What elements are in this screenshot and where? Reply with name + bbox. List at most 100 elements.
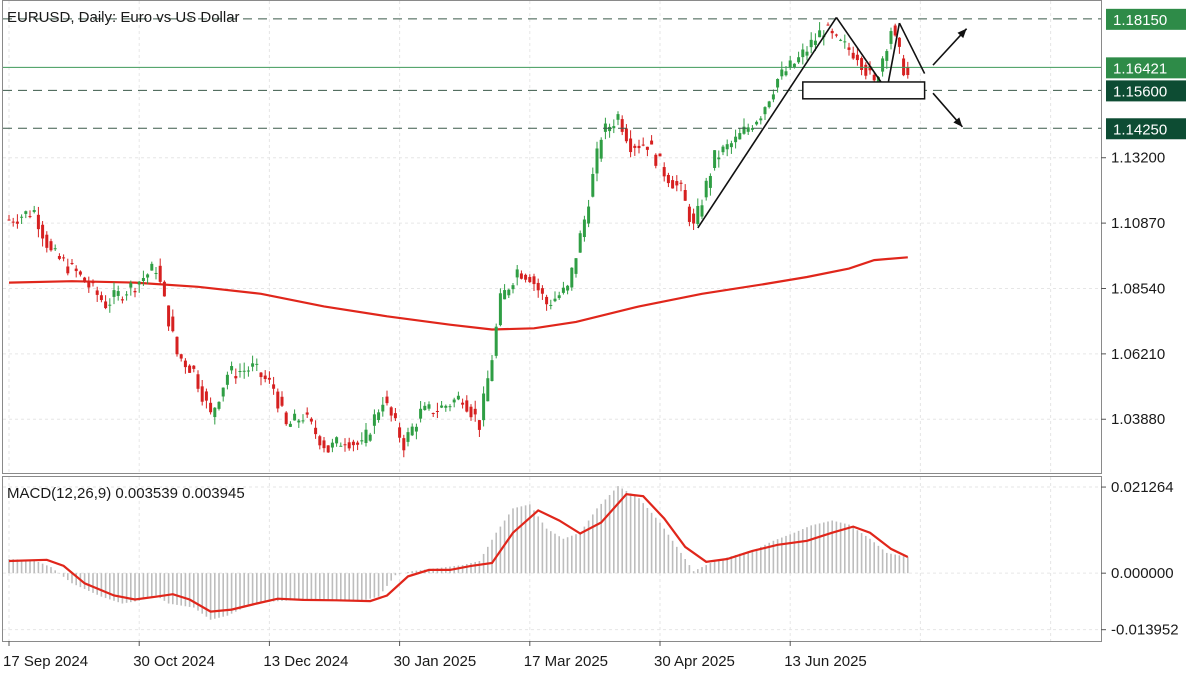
- candle-body: [95, 290, 99, 295]
- candle-body: [683, 190, 687, 201]
- candle-body: [465, 400, 469, 412]
- candle-body: [49, 241, 53, 251]
- candle-body: [545, 296, 549, 305]
- candle-body: [167, 305, 171, 327]
- candle-body: [864, 64, 868, 76]
- candle-body: [314, 427, 318, 435]
- candle-body: [742, 126, 746, 134]
- candle-body: [41, 224, 45, 239]
- candle-body: [620, 119, 624, 132]
- candle-body: [855, 54, 859, 61]
- candle-body: [192, 365, 196, 369]
- candle-body: [83, 277, 87, 283]
- candle-body: [389, 407, 393, 416]
- candle-body: [532, 276, 536, 285]
- candle-body: [645, 146, 649, 150]
- candle-body: [272, 384, 276, 389]
- candle-body: [725, 144, 729, 150]
- candle-body: [599, 139, 603, 159]
- candle-body: [784, 71, 788, 76]
- candle-body: [133, 290, 137, 293]
- candle-body: [322, 440, 326, 449]
- candle-body: [746, 127, 750, 132]
- candle-body: [906, 67, 910, 76]
- candle-body: [675, 181, 679, 186]
- candle-body: [662, 167, 666, 177]
- candle-body: [234, 376, 238, 379]
- candle-body: [238, 371, 242, 373]
- candle-body: [830, 30, 834, 34]
- candle-body: [498, 293, 502, 326]
- price-tick-label: 1.03880: [1111, 411, 1165, 428]
- candle-body: [297, 420, 301, 423]
- candle-body: [482, 393, 486, 421]
- symbol-label: EURUSD, Daily: Euro vs US Dollar: [7, 9, 240, 26]
- level-tag-label: 1.15600: [1113, 83, 1167, 100]
- candle-body: [616, 114, 620, 120]
- candle-body: [204, 391, 208, 401]
- candle-body: [66, 266, 70, 274]
- candle-body: [637, 145, 641, 149]
- candle-body: [410, 426, 414, 436]
- candle-body: [221, 387, 225, 397]
- candle-body: [242, 370, 246, 372]
- candle-body: [326, 445, 330, 453]
- candles: [7, 22, 910, 458]
- level-tag: [1106, 57, 1186, 79]
- candle-body: [641, 144, 645, 146]
- candle-body: [881, 58, 885, 72]
- candle-body: [486, 378, 490, 402]
- candle-body: [364, 429, 368, 443]
- candle-body: [347, 442, 351, 449]
- candle-body: [700, 205, 704, 217]
- candle-body: [738, 133, 742, 140]
- pattern-line: [898, 22, 926, 74]
- candle-body: [612, 126, 616, 129]
- candle-body: [154, 272, 158, 274]
- candle-body: [503, 290, 507, 300]
- candle-body: [536, 282, 540, 291]
- candle-body: [263, 375, 267, 380]
- candle-body: [62, 257, 66, 259]
- candle-body: [692, 213, 696, 224]
- time-tick-label: 13 Dec 2024: [263, 653, 348, 670]
- pattern-line: [886, 22, 901, 91]
- candle-body: [246, 370, 250, 372]
- candle-body: [809, 39, 813, 48]
- price-tick-label: 1.06210: [1111, 346, 1165, 363]
- candle-body: [582, 219, 586, 238]
- candle-body: [792, 63, 796, 68]
- candle-body: [28, 216, 32, 218]
- candle-body: [74, 268, 78, 272]
- candle-body: [372, 414, 376, 426]
- price-panel-frame: [2, 0, 1102, 474]
- candle-body: [797, 57, 801, 63]
- macd-tick-label: -0.013952: [1111, 622, 1179, 639]
- price-tick-label: 1.10870: [1111, 215, 1165, 232]
- candle-body: [444, 405, 448, 408]
- candle-body: [15, 221, 19, 224]
- candle-body: [515, 269, 519, 278]
- candle-body: [414, 426, 418, 432]
- macd-panel: [3, 486, 1101, 631]
- candle-body: [398, 427, 402, 438]
- candle-body: [734, 136, 738, 143]
- candle-body: [431, 412, 435, 415]
- candle-body: [99, 295, 103, 301]
- candle-body: [658, 153, 662, 157]
- time-tick-label: 13 Jun 2025: [784, 653, 867, 670]
- candle-body: [511, 285, 515, 290]
- candle-body: [448, 406, 452, 408]
- candle-body: [629, 138, 633, 153]
- candle-body: [259, 372, 263, 378]
- level-tag: [1106, 80, 1186, 102]
- candle-body: [20, 216, 24, 218]
- candle-body: [57, 256, 61, 259]
- candle-body: [200, 386, 204, 402]
- candle-body: [666, 174, 670, 184]
- candle-body: [750, 128, 754, 130]
- candle-body: [175, 336, 179, 355]
- candle-body: [385, 396, 389, 404]
- candle-body: [32, 210, 36, 212]
